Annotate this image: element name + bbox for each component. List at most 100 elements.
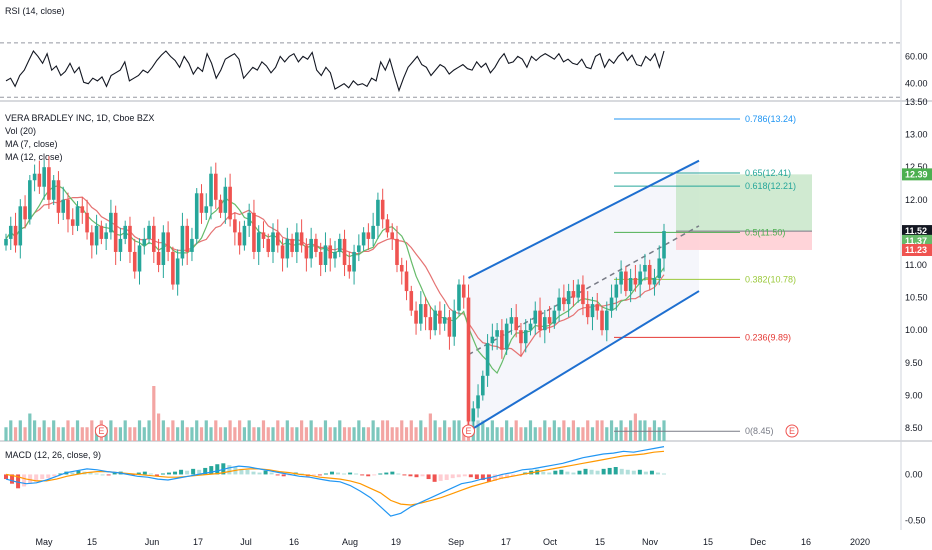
candle-body[interactable]	[51, 180, 56, 200]
macd-histogram-bar[interactable]	[505, 474, 510, 479]
candle-body[interactable]	[566, 291, 571, 305]
volume-bar[interactable]	[338, 420, 342, 441]
volume-bar[interactable]	[567, 427, 571, 441]
volume-bar[interactable]	[4, 427, 8, 441]
macd-histogram-bar[interactable]	[541, 471, 546, 475]
volume-bar[interactable]	[257, 427, 261, 441]
candle-body[interactable]	[562, 297, 566, 305]
volume-bar[interactable]	[47, 427, 51, 441]
candle-body[interactable]	[295, 232, 299, 252]
volume-bar[interactable]	[376, 427, 380, 441]
candle-body[interactable]	[90, 232, 94, 246]
candle-body[interactable]	[80, 206, 85, 213]
macd-histogram-bar[interactable]	[583, 468, 588, 475]
volume-bar[interactable]	[180, 420, 185, 441]
macd-histogram-bar[interactable]	[613, 467, 618, 475]
macd-histogram-bar[interactable]	[474, 474, 479, 480]
candle-body[interactable]	[47, 167, 51, 200]
candle-body[interactable]	[299, 232, 304, 246]
candle-body[interactable]	[223, 186, 228, 213]
volume-bar[interactable]	[648, 427, 652, 441]
volume-bar[interactable]	[271, 427, 275, 441]
time-axis[interactable]: May 15 Jun 17 Jul 16 Aug 19 Sep 17 Oct 15 Nov 15 Dec 16…	[35, 537, 870, 547]
macd-histogram-bar[interactable]	[4, 474, 8, 480]
volume-bar[interactable]	[381, 420, 385, 441]
candle-body[interactable]	[485, 343, 490, 376]
candle-body[interactable]	[538, 310, 542, 331]
candle-body[interactable]	[37, 173, 42, 187]
macd-line[interactable]	[5, 446, 665, 517]
candle-body[interactable]	[185, 225, 189, 252]
candle-body[interactable]	[156, 251, 161, 265]
volume-bar[interactable]	[662, 420, 666, 441]
volume-bar[interactable]	[638, 420, 642, 441]
candle-body[interactable]	[504, 323, 509, 350]
volume-bar[interactable]	[80, 427, 84, 441]
candle-body[interactable]	[471, 408, 476, 422]
macd-histogram-bar[interactable]	[595, 470, 600, 475]
volume-bar[interactable]	[643, 420, 647, 441]
macd-histogram-bar[interactable]	[275, 474, 280, 476]
volume-bar[interactable]	[490, 420, 494, 441]
candle-body[interactable]	[481, 375, 485, 396]
candle-body[interactable]	[85, 212, 89, 233]
volume-bar[interactable]	[18, 420, 22, 441]
macd-histogram-bar[interactable]	[643, 471, 648, 475]
candle-body[interactable]	[242, 225, 247, 246]
volume-bar[interactable]	[156, 413, 161, 442]
candle-body[interactable]	[213, 173, 218, 200]
candle-body[interactable]	[542, 317, 547, 331]
candle-body[interactable]	[624, 271, 628, 292]
candle-body[interactable]	[342, 238, 347, 265]
volume-bar[interactable]	[543, 420, 547, 441]
candle-body[interactable]	[380, 199, 385, 220]
volume-bar[interactable]	[228, 420, 232, 441]
volume-bar[interactable]	[419, 420, 423, 441]
volume-bar[interactable]	[443, 420, 447, 441]
macd-histogram-bar[interactable]	[173, 471, 178, 475]
volume-bar[interactable]	[223, 427, 227, 441]
candle-body[interactable]	[75, 206, 80, 226]
candle-body[interactable]	[309, 238, 313, 259]
candle-body[interactable]	[619, 271, 623, 285]
candle-body[interactable]	[366, 232, 371, 239]
candle-body[interactable]	[442, 317, 447, 324]
volume-bar[interactable]	[85, 427, 89, 441]
volume-bar[interactable]	[652, 420, 657, 441]
volume-bar[interactable]	[118, 427, 123, 441]
volume-bar[interactable]	[609, 420, 614, 441]
candle-body[interactable]	[233, 219, 237, 233]
macd-histogram-bar[interactable]	[432, 474, 437, 482]
candle-body[interactable]	[495, 330, 499, 337]
volume-bar[interactable]	[37, 427, 41, 441]
volume-bar[interactable]	[571, 420, 576, 441]
candle-body[interactable]	[609, 297, 614, 311]
candle-body[interactable]	[647, 264, 652, 285]
candle-body[interactable]	[333, 251, 337, 259]
macd-histogram-bar[interactable]	[511, 474, 516, 477]
candle-body[interactable]	[61, 199, 66, 213]
position-target-zone[interactable]	[676, 174, 812, 232]
macd-histogram-bar[interactable]	[160, 473, 165, 475]
macd-histogram-bar[interactable]	[46, 474, 51, 479]
macd-histogram-bar[interactable]	[269, 472, 274, 475]
position-stop-zone[interactable]	[676, 231, 812, 250]
candle-body[interactable]	[328, 245, 333, 259]
volume-bar[interactable]	[290, 427, 294, 441]
macd-histogram-bar[interactable]	[40, 474, 45, 480]
macd-histogram-bar[interactable]	[323, 473, 328, 475]
volume-bar[interactable]	[428, 413, 432, 442]
candle-body[interactable]	[13, 225, 18, 246]
candle-body[interactable]	[190, 238, 194, 252]
candle-body[interactable]	[318, 251, 323, 265]
candle-body[interactable]	[275, 232, 280, 246]
candle-body[interactable]	[600, 310, 604, 331]
volume-bar[interactable]	[176, 427, 180, 441]
macd-histogram-bar[interactable]	[444, 474, 449, 480]
volume-bar[interactable]	[371, 420, 375, 441]
volume-bar[interactable]	[309, 420, 313, 441]
macd-histogram-bar[interactable]	[601, 468, 606, 475]
volume-bar[interactable]	[114, 427, 118, 441]
candle-body[interactable]	[633, 278, 638, 285]
macd-histogram-bar[interactable]	[16, 474, 21, 489]
